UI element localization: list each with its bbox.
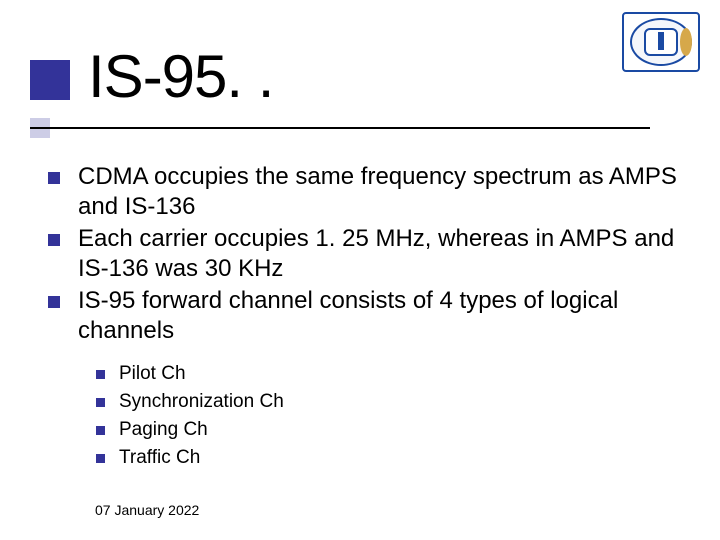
title-accent-square-large [30, 60, 70, 100]
square-bullet-icon [96, 454, 105, 463]
square-bullet-icon [48, 234, 60, 246]
sub-list-item-text: Pilot Ch [119, 362, 186, 386]
list-item: IS-95 forward channel consists of 4 type… [48, 286, 678, 346]
list-item: Each carrier occupies 1. 25 MHz, whereas… [48, 224, 678, 284]
sub-list-item: Synchronization Ch [96, 390, 678, 414]
list-item-text: IS-95 forward channel consists of 4 type… [78, 286, 678, 346]
square-bullet-icon [96, 370, 105, 379]
square-bullet-icon [48, 296, 60, 308]
sub-list-item-text: Paging Ch [119, 418, 208, 442]
list-item-text: Each carrier occupies 1. 25 MHz, whereas… [78, 224, 678, 284]
square-bullet-icon [96, 398, 105, 407]
sub-list-item-text: Synchronization Ch [119, 390, 284, 414]
sub-list-item-text: Traffic Ch [119, 446, 200, 470]
sub-list: Pilot Ch Synchronization Ch Paging Ch Tr… [96, 362, 678, 470]
list-item-text: CDMA occupies the same frequency spectru… [78, 162, 678, 222]
list-item: CDMA occupies the same frequency spectru… [48, 162, 678, 222]
university-logo [622, 12, 700, 72]
square-bullet-icon [96, 426, 105, 435]
footer-date: 07 January 2022 [95, 502, 199, 518]
square-bullet-icon [48, 172, 60, 184]
content-area: CDMA occupies the same frequency spectru… [48, 162, 678, 474]
slide-title: IS-95. . [88, 42, 273, 111]
sub-list-item: Paging Ch [96, 418, 678, 442]
slide: IS-95. . CDMA occupies the same frequenc… [0, 0, 720, 540]
title-underline [30, 127, 650, 129]
sub-list-item: Pilot Ch [96, 362, 678, 386]
sub-list-item: Traffic Ch [96, 446, 678, 470]
